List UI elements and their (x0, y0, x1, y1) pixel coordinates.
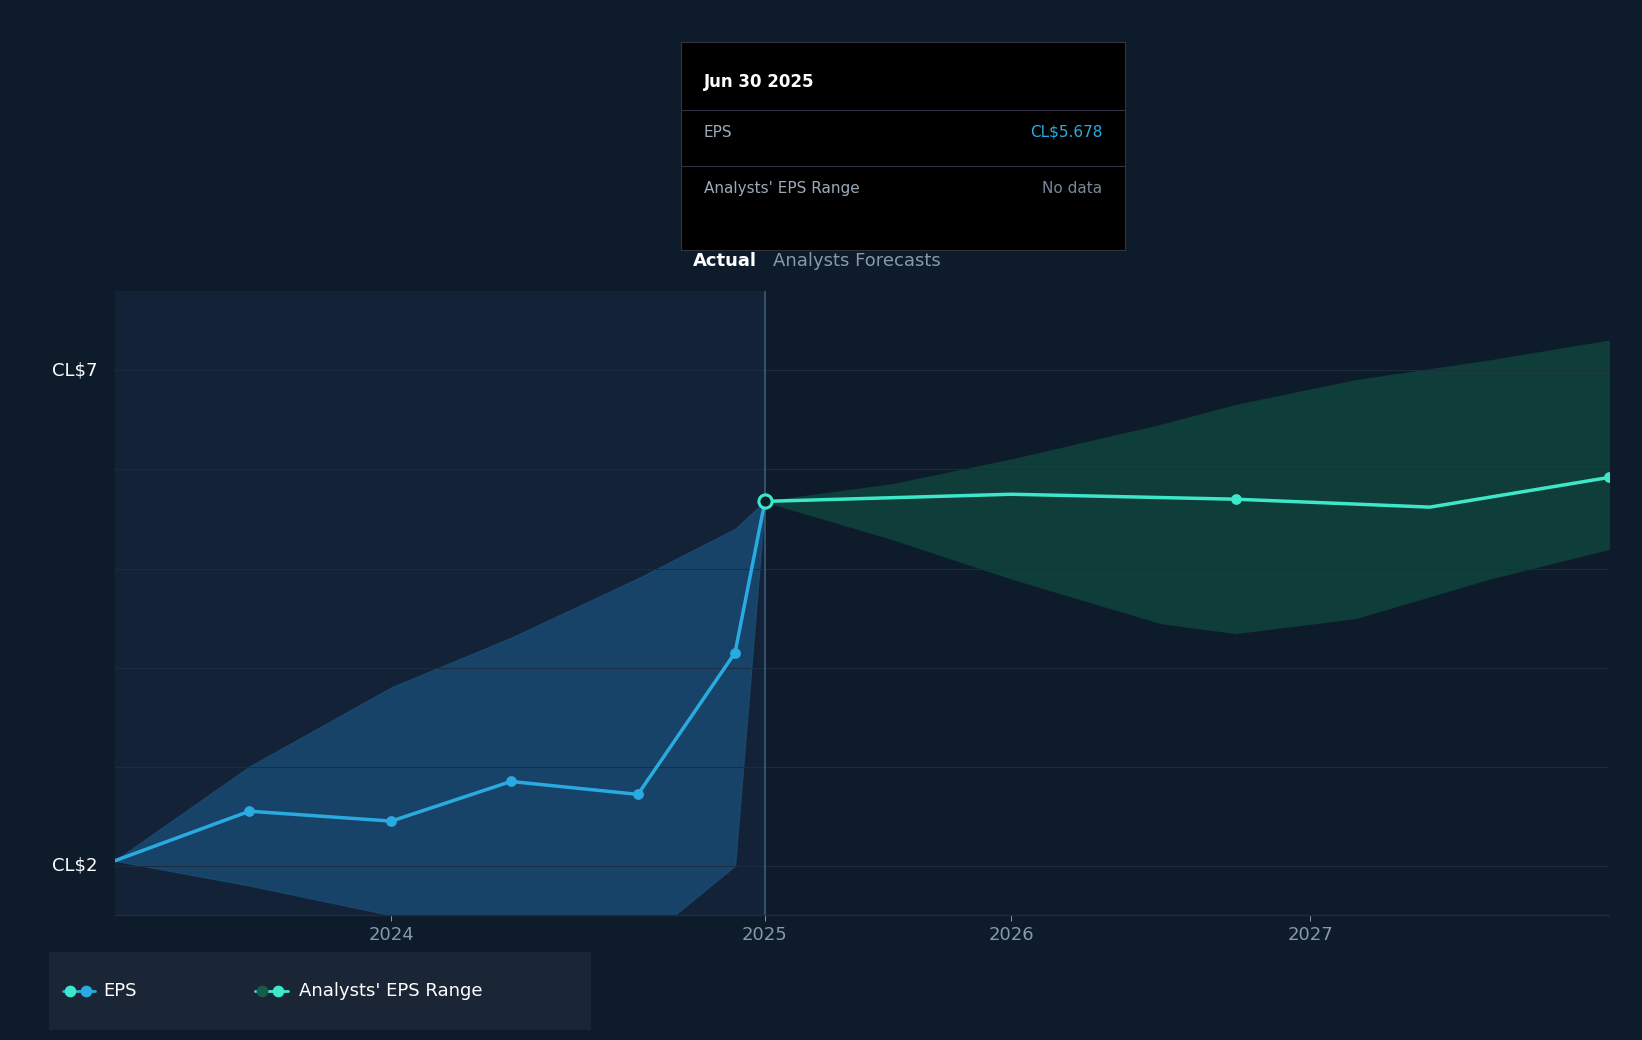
Text: CL$5.678: CL$5.678 (1030, 125, 1103, 139)
Text: EPS: EPS (704, 125, 732, 139)
Bar (115, 291, 765, 915)
Point (752, 493, 778, 510)
Point (250, 982, 276, 998)
Text: Analysts' EPS Range: Analysts' EPS Range (704, 181, 859, 196)
Point (236, 803, 263, 820)
Point (57, 982, 84, 998)
Text: Analysts Forecasts: Analysts Forecasts (773, 253, 941, 270)
Point (72, 982, 99, 998)
Point (266, 982, 292, 998)
Point (1222, 491, 1248, 508)
Text: EPS: EPS (103, 982, 136, 999)
Point (624, 786, 650, 803)
Point (1596, 469, 1622, 486)
Text: Jun 30 2025: Jun 30 2025 (704, 73, 814, 90)
Text: CL$2: CL$2 (51, 857, 97, 875)
Text: Analysts' EPS Range: Analysts' EPS Range (299, 982, 483, 999)
Text: No data: No data (1043, 181, 1103, 196)
Text: CL$7: CL$7 (51, 362, 97, 380)
Point (378, 813, 404, 830)
Point (498, 773, 524, 789)
Point (722, 645, 749, 661)
Text: Actual: Actual (693, 253, 757, 270)
